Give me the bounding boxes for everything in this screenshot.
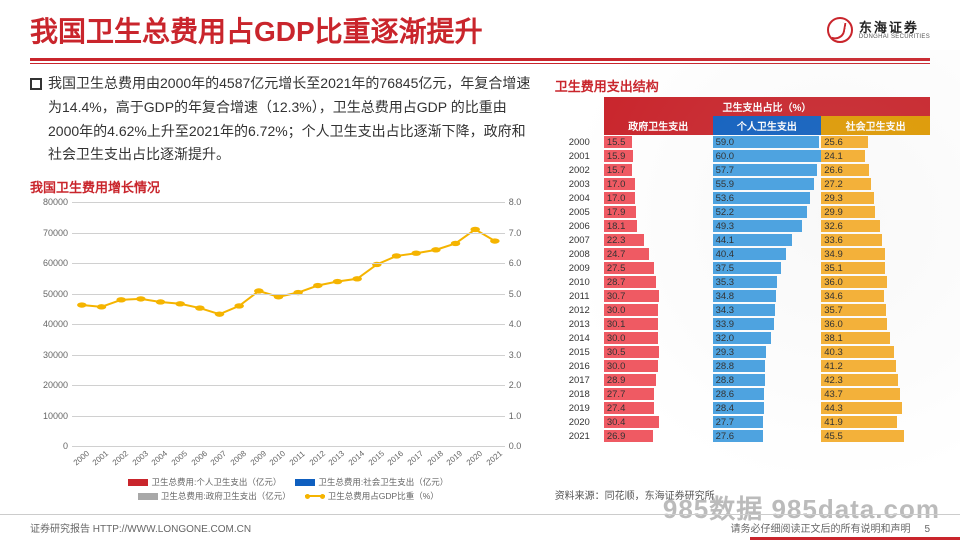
legend-item: 卫生总费用:个人卫生支出（亿元）	[128, 476, 281, 488]
y1-tick: 50000	[32, 289, 68, 299]
left-column: 我国卫生总费用由2000年的4587亿元增长至2021年的76845亿元，年复合…	[30, 72, 537, 502]
table-section-title: 卫生费用支出结构	[555, 76, 930, 95]
y1-tick: 80000	[32, 197, 68, 207]
table-row: 200115.960.024.1	[555, 149, 930, 163]
x-tick: 2014	[347, 451, 364, 467]
footer-right: 请务必仔细阅读正文后的所有说明和声明	[731, 524, 911, 535]
table-row: 201927.428.444.3	[555, 401, 930, 415]
table-row: 202030.427.741.9	[555, 415, 930, 429]
structure-table-el: 卫生支出占比（%）政府卫生支出个人卫生支出社会卫生支出200015.559.02…	[555, 97, 930, 443]
x-tick: 2005	[170, 451, 187, 467]
y1-tick: 60000	[32, 258, 68, 268]
x-tick: 2008	[229, 451, 246, 467]
table-row: 202126.927.645.5	[555, 429, 930, 443]
x-tick: 2015	[366, 451, 383, 467]
x-tick: 2019	[445, 451, 462, 467]
table-row: 200015.559.025.6	[555, 135, 930, 149]
data-source: 资料来源：同花顺，东海证券研究所	[555, 487, 930, 502]
x-tick: 2020	[465, 451, 482, 467]
y2-tick: 4.0	[509, 319, 535, 329]
table-row: 201430.032.038.1	[555, 331, 930, 345]
footer-left: 证券研究报告 HTTP://WWW.LONGONE.COM.CN	[30, 520, 251, 535]
table-row: 200517.952.229.9	[555, 205, 930, 219]
y1-tick: 70000	[32, 228, 68, 238]
x-tick: 2001	[91, 451, 108, 467]
table-row: 200417.053.629.3	[555, 191, 930, 205]
table-row: 201530.529.340.3	[555, 345, 930, 359]
legend-item: 卫生总费用占GDP比重（%）	[305, 490, 439, 502]
table-row: 201230.034.335.7	[555, 303, 930, 317]
logo-en: DONGHAI SECURITIES	[859, 34, 930, 40]
x-tick: 2009	[248, 451, 265, 467]
x-tick: 2010	[268, 451, 285, 467]
table-row: 201028.735.336.0	[555, 275, 930, 289]
x-tick: 2006	[189, 451, 206, 467]
x-tick: 2017	[406, 451, 423, 467]
table-row: 200215.757.726.6	[555, 163, 930, 177]
table-row: 201130.734.834.6	[555, 289, 930, 303]
logo-icon	[827, 17, 853, 43]
table-row: 200824.740.434.9	[555, 247, 930, 261]
y2-tick: 0.0	[509, 441, 535, 451]
table-row: 201827.728.643.7	[555, 387, 930, 401]
x-tick: 2004	[150, 451, 167, 467]
y2-tick: 6.0	[509, 258, 535, 268]
title-bar: 我国卫生总费用占GDP比重逐渐提升 东海证券 DONGHAI SECURITIE…	[0, 0, 960, 54]
chart-section-title: 我国卫生费用增长情况	[30, 177, 537, 196]
table-row: 200927.537.535.1	[555, 261, 930, 275]
x-tick: 2016	[386, 451, 403, 467]
x-tick: 2002	[111, 451, 128, 467]
slide: 我国卫生总费用占GDP比重逐渐提升 东海证券 DONGHAI SECURITIE…	[0, 0, 960, 540]
y2-tick: 3.0	[509, 350, 535, 360]
y1-tick: 30000	[32, 350, 68, 360]
footer-page: 5	[924, 524, 930, 535]
y2-tick: 5.0	[509, 289, 535, 299]
chart-x-labels: 2000200120022003200420052006200720082009…	[72, 455, 505, 464]
bullet-marker-icon	[30, 78, 42, 90]
x-tick: 2012	[307, 451, 324, 467]
table-row: 201630.028.841.2	[555, 359, 930, 373]
logo-text: 东海证券 DONGHAI SECURITIES	[859, 21, 930, 40]
chart-plot-area: 0100002000030000400005000060000700008000…	[72, 202, 505, 446]
legend-item: 卫生总费用:政府卫生支出（亿元）	[138, 490, 291, 502]
brand-logo: 东海证券 DONGHAI SECURITIES	[827, 17, 930, 43]
x-tick: 2011	[288, 451, 305, 467]
y1-tick: 20000	[32, 380, 68, 390]
body-text: 我国卫生总费用由2000年的4587亿元增长至2021年的76845亿元，年复合…	[48, 72, 537, 167]
table-row: 201728.928.842.3	[555, 373, 930, 387]
x-tick: 2018	[425, 451, 442, 467]
y2-tick: 8.0	[509, 197, 535, 207]
title-rule-thin	[30, 63, 930, 64]
x-tick: 2007	[209, 451, 226, 467]
y2-tick: 2.0	[509, 380, 535, 390]
right-column: 卫生费用支出结构 卫生支出占比（%）政府卫生支出个人卫生支出社会卫生支出2000…	[555, 72, 930, 502]
table-row: 201330.133.936.0	[555, 317, 930, 331]
y1-tick: 10000	[32, 411, 68, 421]
y1-tick: 0	[32, 441, 68, 451]
main-content: 我国卫生总费用由2000年的4587亿元增长至2021年的76845亿元，年复合…	[0, 72, 960, 502]
bullet-paragraph: 我国卫生总费用由2000年的4587亿元增长至2021年的76845亿元，年复合…	[30, 72, 537, 167]
x-tick: 2013	[327, 451, 344, 467]
legend-item: 卫生总费用:社会卫生支出（亿元）	[295, 476, 448, 488]
chart-legend: 卫生总费用:个人卫生支出（亿元） 卫生总费用:社会卫生支出（亿元） 卫生总费用:政府…	[72, 476, 505, 502]
x-tick: 2003	[130, 451, 147, 467]
growth-chart: 0 10000 20000 30000 40000 50000 60000 70000 8000…	[30, 198, 537, 502]
y2-tick: 1.0	[509, 411, 535, 421]
structure-table: 卫生支出占比（%）政府卫生支出个人卫生支出社会卫生支出200015.559.02…	[555, 97, 930, 483]
page-title: 我国卫生总费用占GDP比重逐渐提升	[30, 10, 827, 50]
y1-tick: 40000	[32, 319, 68, 329]
x-tick: 2000	[72, 451, 89, 467]
y2-tick: 7.0	[509, 228, 535, 238]
x-tick: 2021	[484, 451, 501, 467]
title-rule-thick	[30, 58, 930, 61]
table-row: 200618.149.332.6	[555, 219, 930, 233]
logo-cn: 东海证券	[859, 21, 930, 34]
table-row: 200317.055.927.2	[555, 177, 930, 191]
table-row: 200722.344.133.6	[555, 233, 930, 247]
